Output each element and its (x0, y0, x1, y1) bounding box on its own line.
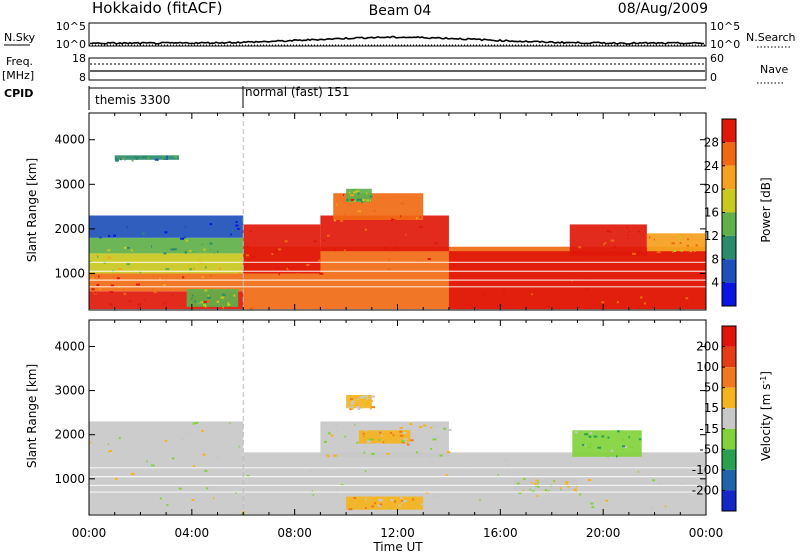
y-tick-label: 2000 (54, 428, 85, 442)
colorbar-segment (722, 490, 736, 511)
velocity-y-axis-label: Slant Range [km] (25, 364, 39, 468)
colorbar-segment (722, 367, 736, 388)
data-band (89, 237, 244, 254)
x-tick-label: 20:00 (586, 526, 621, 540)
data-band (89, 253, 244, 274)
colorbar-tick-label: -200 (692, 483, 719, 497)
x-tick-label: 00:00 (72, 526, 107, 540)
data-speckle (90, 395, 684, 516)
colorbar-tick-label: 24 (704, 159, 719, 173)
x-tick-label: 08:00 (277, 526, 312, 540)
colorbar-segment (722, 235, 736, 260)
power-panel: 1000 2000 3000 4000 (54, 112, 707, 311)
colorbar-tick-label: 20 (704, 182, 719, 196)
nsky-tick-bottom: 10^0 (56, 38, 86, 51)
x-tick-label: 04:00 (175, 526, 210, 540)
power-y-axis-label: Slant Range [km] (25, 158, 39, 262)
colorbar-tick-label: -100 (692, 463, 719, 477)
velocity-colorbar: 200 100 50 15 -15 -50 -100 -200 (692, 325, 737, 512)
cpid-label: CPID (4, 87, 33, 100)
colorbar-tick-label: 4 (711, 276, 719, 290)
nsky-right-tick-bottom: 10^0 (710, 38, 740, 51)
y-tick-label: 3000 (54, 177, 85, 191)
colorbar-tick-label: 28 (704, 135, 719, 149)
velocity-colorbar-label: Velocity [m s-1] (759, 371, 774, 461)
colorbar-segment (722, 428, 736, 450)
range-gaps (89, 467, 706, 493)
y-tick-label: 3000 (54, 384, 85, 398)
y-tick-label: 1000 (54, 472, 85, 486)
data-band (243, 452, 706, 515)
colorbar-tick-label: -15 (699, 422, 719, 436)
x-tick-label: 16:00 (483, 526, 518, 540)
colorbar-tick-label: 100 (696, 360, 719, 374)
colorbar-segment (722, 326, 736, 347)
freq-label: Freq. (6, 55, 33, 68)
freq-tick-bottom: 8 (79, 71, 86, 84)
data-band (569, 224, 647, 256)
colorbar-tick-label: -50 (699, 442, 719, 456)
nsky-trace (89, 35, 706, 46)
range-gaps (89, 261, 706, 288)
data-band (89, 215, 244, 238)
colorbar-segment (722, 189, 736, 213)
colorbar-segment (722, 346, 736, 368)
colorbar-tick-label: 16 (704, 206, 719, 220)
colorbar-tick-label: 12 (704, 229, 719, 243)
y-tick-label: 2000 (54, 222, 85, 236)
data-band (320, 215, 449, 252)
x-axis-label: Time UT (372, 540, 423, 554)
freq-unit: [MHz] (2, 69, 34, 82)
cpid-mode-normal: normal (fast) 151 (245, 85, 349, 99)
nave-tick-top: 60 (710, 52, 724, 65)
time-axis: 00:00 04:00 08:00 12:00 16:00 20:00 00:00 (72, 526, 724, 540)
colorbar-segment (722, 259, 736, 283)
colorbar-segment (722, 469, 736, 491)
colorbar-tick-label: 15 (704, 401, 719, 415)
colorbar-segment (722, 408, 736, 429)
nsky-panel (88, 22, 707, 47)
colorbar-segment (722, 282, 736, 306)
colorbar-segment (722, 119, 736, 143)
data-band (243, 224, 321, 274)
data-band (572, 430, 642, 457)
colorbar-segment (722, 212, 736, 236)
y-tick-label: 4000 (54, 133, 85, 147)
colorbar-tick-label: 200 (696, 340, 719, 354)
cpid-mode-themis: themis 3300 (95, 93, 170, 107)
nsky-tick-top: 10^5 (56, 20, 86, 33)
velocity-panel: 1000 2000 3000 4000 (54, 319, 707, 516)
nave-label: Nave (760, 63, 788, 76)
data-band (114, 155, 179, 160)
colorbar-tick-label: 50 (704, 381, 719, 395)
colorbar-tick-label: 8 (711, 252, 719, 266)
data-band (346, 496, 424, 510)
x-tick-label: 00:00 (689, 526, 724, 540)
freq-tick-top: 18 (72, 52, 86, 65)
data-band (346, 188, 372, 203)
colorbar-segment (722, 449, 736, 470)
data-band (646, 233, 706, 252)
nsearch-label: N.Search (746, 31, 796, 44)
colorbar-segment (722, 387, 736, 409)
freq-panel (88, 57, 707, 81)
colorbar-segment (722, 142, 736, 166)
plot-title: Hokkaido (fitACF) (92, 0, 223, 17)
data-band (89, 273, 244, 292)
y-tick-label: 4000 (54, 339, 85, 353)
data-speckle (89, 155, 707, 310)
nsky-right-tick-top: 10^5 (710, 20, 740, 33)
nsky-label: N.Sky (4, 31, 36, 44)
nave-tick-bottom: 0 (710, 71, 717, 84)
colorbar-segment (722, 165, 736, 190)
beam-label: Beam 04 (369, 3, 432, 19)
date-label: 08/Aug/2009 (618, 1, 708, 17)
y-tick-label: 1000 (54, 266, 85, 280)
power-colorbar-label: Power [dB] (759, 177, 773, 242)
power-colorbar: 4 8 12 16 20 24 28 (704, 118, 737, 307)
x-tick-label: 12:00 (380, 526, 415, 540)
